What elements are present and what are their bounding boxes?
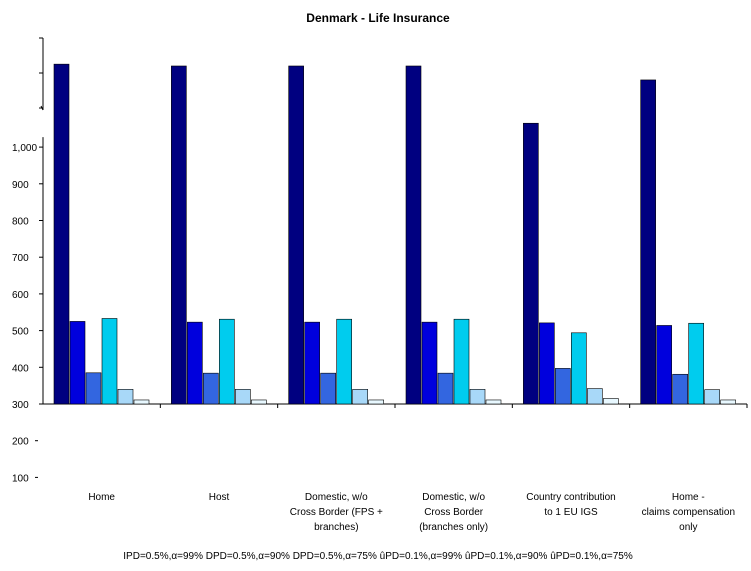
bar (656, 325, 672, 405)
bar (437, 372, 454, 405)
y-tick-label: 1,000 (12, 143, 37, 154)
legend: IPD=0.5%,α=99% DPD=0.5%,α=90% DPD=0.5%,α… (123, 551, 633, 562)
y-tick-label: 400 (12, 363, 29, 374)
category-label: Cross Border (424, 507, 484, 518)
bar (352, 389, 368, 405)
axes: 1,000 900 800 700 600 500 400 300 200 100 (12, 37, 748, 484)
bar (251, 399, 267, 405)
bar (304, 321, 320, 405)
bar (523, 122, 539, 405)
bar (672, 373, 688, 405)
bar (555, 368, 571, 405)
category-label: Cross Border (FPS + (290, 507, 383, 518)
bar (69, 321, 86, 405)
category-label: to 1 EU IGS (544, 507, 598, 518)
category-labels: Home Host Domestic, w/o Cross Border (FPS +… (88, 492, 735, 533)
y-tick-label: 600 (12, 290, 29, 301)
y-tick-label: 500 (12, 327, 29, 338)
bar (336, 318, 352, 405)
y-tick-label: 100 (12, 473, 29, 484)
category-label: (branches only) (419, 522, 488, 533)
category-label: claims compensation (642, 507, 735, 518)
bar (133, 399, 150, 405)
bar (405, 65, 422, 405)
bar (368, 399, 384, 405)
bar (203, 372, 219, 405)
bar (469, 389, 486, 405)
y-tick-label: 700 (12, 253, 29, 264)
bar (539, 322, 555, 405)
bar (704, 389, 720, 405)
bar (571, 332, 587, 405)
bar (288, 65, 304, 405)
bar (320, 372, 336, 405)
bar (53, 63, 70, 405)
category-label: Home - (672, 492, 705, 503)
category-label: only (679, 522, 697, 533)
category-label: Domestic, w/o (422, 492, 485, 503)
y-tick-label: 800 (12, 217, 29, 228)
bar (603, 398, 619, 405)
bar (85, 372, 102, 405)
bar (453, 318, 470, 405)
category-label: Host (209, 492, 230, 503)
category-label: Country contribution (526, 492, 616, 503)
bar (688, 322, 704, 405)
bar (421, 321, 438, 405)
bar (720, 399, 736, 405)
bar (587, 388, 603, 405)
bar (219, 318, 235, 405)
y-tick-label: 900 (12, 180, 29, 191)
bar (117, 389, 134, 405)
category-label: Home (88, 492, 115, 503)
chart-title: Denmark - Life Insurance (306, 11, 450, 25)
category-label: branches) (314, 522, 358, 533)
y-tick-label: 300 (12, 400, 29, 411)
bar (171, 65, 187, 405)
y-tick-label: 200 (12, 437, 29, 448)
bar (485, 399, 502, 405)
bar (187, 321, 203, 405)
bars (53, 63, 736, 405)
bar (640, 79, 656, 405)
category-label: Domestic, w/o (305, 492, 368, 503)
bar (101, 318, 118, 405)
bar (235, 389, 251, 405)
